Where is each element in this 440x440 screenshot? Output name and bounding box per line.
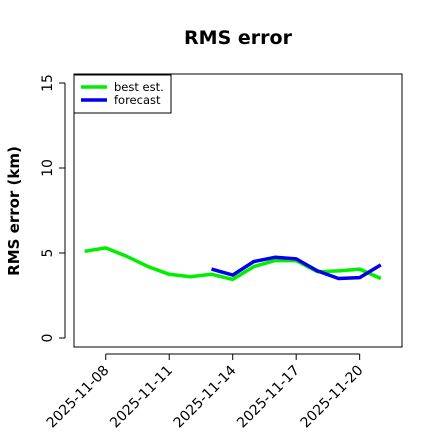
y-tick-label: 15 bbox=[40, 74, 56, 92]
legend: best est.forecast bbox=[73, 74, 172, 114]
y-axis: 0 5 10 15 bbox=[40, 74, 66, 343]
x-tick-label: 2025-11-17 bbox=[234, 363, 303, 432]
x-tick-label: 2025-11-11 bbox=[107, 363, 176, 432]
y-tick-label: 10 bbox=[40, 159, 56, 177]
y-tick-label: 5 bbox=[40, 249, 56, 258]
chart-title: RMS error bbox=[184, 27, 293, 49]
x-tick-label: 2025-11-08 bbox=[44, 363, 113, 432]
plot-frame bbox=[73, 73, 403, 348]
x-axis: 2025-11-082025-11-112025-11-142025-11-17… bbox=[44, 353, 367, 432]
series-layer bbox=[84, 246, 382, 282]
legend-box bbox=[73, 74, 172, 114]
legend-label: best est. bbox=[114, 80, 164, 94]
x-tick-label: 2025-11-14 bbox=[171, 362, 240, 431]
x-tick-label: 2025-11-20 bbox=[298, 363, 367, 432]
series-line-forecast bbox=[211, 255, 382, 281]
legend-label: forecast bbox=[114, 93, 161, 107]
series-line-best-est bbox=[84, 246, 382, 282]
y-tick-label: 0 bbox=[40, 334, 56, 343]
y-axis-label: RMS error (km) bbox=[5, 146, 23, 276]
